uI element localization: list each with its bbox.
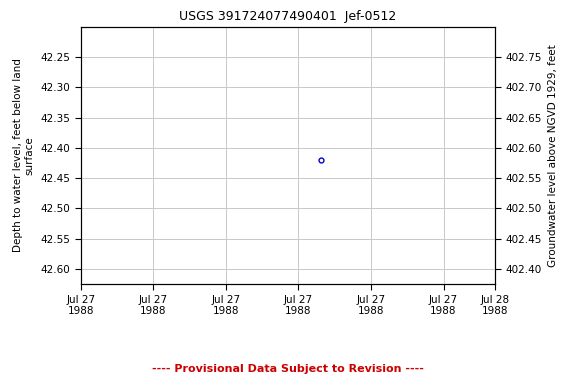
Text: ---- Provisional Data Subject to Revision ----: ---- Provisional Data Subject to Revisio… bbox=[152, 364, 424, 374]
Title: USGS 391724077490401  Jef-0512: USGS 391724077490401 Jef-0512 bbox=[179, 10, 397, 23]
Y-axis label: Depth to water level, feet below land
surface: Depth to water level, feet below land su… bbox=[13, 59, 35, 252]
Y-axis label: Groundwater level above NGVD 1929, feet: Groundwater level above NGVD 1929, feet bbox=[548, 44, 558, 267]
